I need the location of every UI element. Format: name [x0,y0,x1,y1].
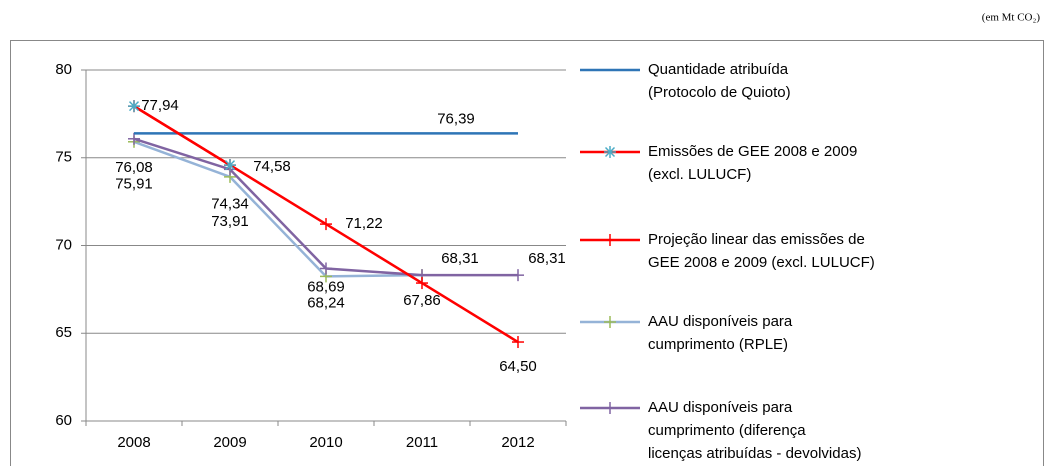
marker-stroke [224,160,236,171]
unit-note: (em Mt CO₂) [982,12,1041,24]
data-label: 76,08 [115,159,153,176]
data-label: 75,91 [115,176,153,193]
marker [512,336,524,349]
data-label: 73,91 [211,213,249,230]
data-label: 76,39 [437,110,475,127]
marker [320,218,332,231]
x-tick-label: 2011 [406,434,438,451]
marker-stroke [604,146,616,158]
marker [128,132,140,145]
data-label: 64,50 [499,358,537,375]
y-tick-label: 60 [55,412,72,429]
x-tick-label: 2008 [117,434,150,451]
chart-border [10,40,1044,471]
y-tick-label: 70 [55,236,72,253]
data-label: 68,69 [307,278,345,295]
data-label: 74,58 [253,158,291,175]
series-line [133,105,231,167]
legend-marker [604,402,616,414]
legend-label: Projeção linear das emissões de GEE 2008 … [648,231,875,271]
x-tick-label: 2009 [213,434,246,451]
data-label: 68,31 [441,250,479,267]
legend-marker [604,234,616,246]
marker [416,277,428,290]
data-label: 74,34 [211,195,249,212]
legend-marker [604,146,616,158]
series-line [133,140,423,278]
data-label: 71,22 [345,215,383,232]
legend-label: Emissões de GEE 2008 e 2009 (excl. LULUCF… [648,143,857,183]
legend-label: Quantidade atribuída (Protocolo de Quioto… [648,61,791,101]
x-tick-label: 2012 [501,434,534,451]
data-label: 77,94 [141,97,179,114]
marker [512,269,524,282]
legend-label: AAU disponíveis para cumprimento (diferen… [648,399,861,462]
y-tick-label: 80 [55,61,72,78]
y-tick-label: 75 [55,149,72,166]
marker [320,262,332,275]
data-label: 68,24 [307,294,345,311]
y-tick-label: 65 [55,324,72,341]
x-tick-label: 2010 [309,434,342,451]
data-label: 67,86 [403,292,441,309]
marker-stroke [128,101,140,112]
legend-marker [604,316,616,328]
marker [224,159,236,172]
data-label: 68,31 [528,250,566,267]
legend-label: AAU disponíveis para cumprimento (RPLE) [648,313,793,353]
marker [128,100,140,113]
